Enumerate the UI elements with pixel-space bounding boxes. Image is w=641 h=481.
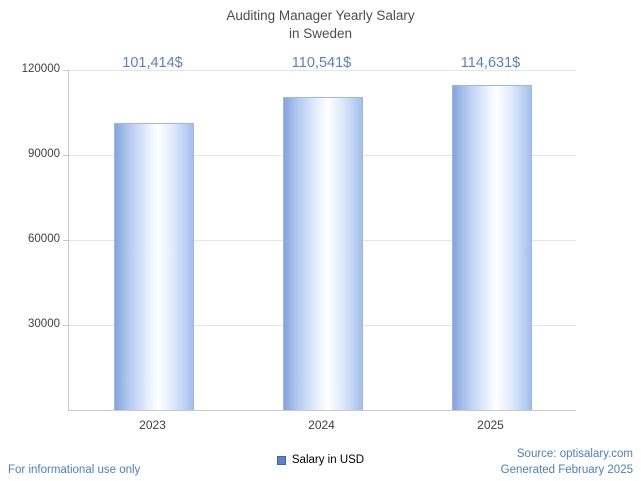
y-axis-tick-label: 60000 [28, 233, 60, 245]
source-block: Source: optisalary.com Generated Februar… [501, 446, 633, 478]
y-axis-tick [63, 155, 68, 156]
x-axis-label: 2024 [308, 418, 335, 432]
y-axis-tick [63, 240, 68, 241]
bar-2024 [282, 96, 363, 410]
y-axis-tick-label: 120000 [21, 63, 60, 75]
source-text: Source: optisalary.com [516, 447, 633, 460]
bar-value-label: 101,414$ [122, 55, 183, 71]
legend: Salary in USD [0, 454, 641, 466]
x-axis-label: 2025 [477, 418, 504, 432]
y-axis-tick [63, 325, 68, 326]
bar-2023 [113, 122, 194, 410]
bar-2025 [451, 85, 532, 410]
x-axis-label: 2023 [139, 418, 166, 432]
chart-title: Auditing Manager Yearly Salary in Sweden [0, 7, 641, 43]
legend-swatch-icon [276, 455, 286, 465]
generated-text: Generated February 2025 [500, 463, 633, 476]
chart-title-line2: in Sweden [288, 26, 353, 42]
disclaimer-text: For informational use only [8, 464, 141, 476]
bar-value-label: 114,631$ [460, 55, 521, 71]
y-axis-tick-label: 30000 [28, 318, 60, 330]
y-axis-tick-label: 90000 [28, 148, 60, 160]
bar-value-label: 110,541$ [291, 55, 352, 71]
gridline [69, 70, 576, 71]
chart-title-line1: Auditing Manager Yearly Salary [226, 8, 415, 23]
legend-label: Salary in USD [291, 454, 365, 466]
plot-area [68, 70, 576, 411]
y-axis-tick [63, 70, 68, 71]
